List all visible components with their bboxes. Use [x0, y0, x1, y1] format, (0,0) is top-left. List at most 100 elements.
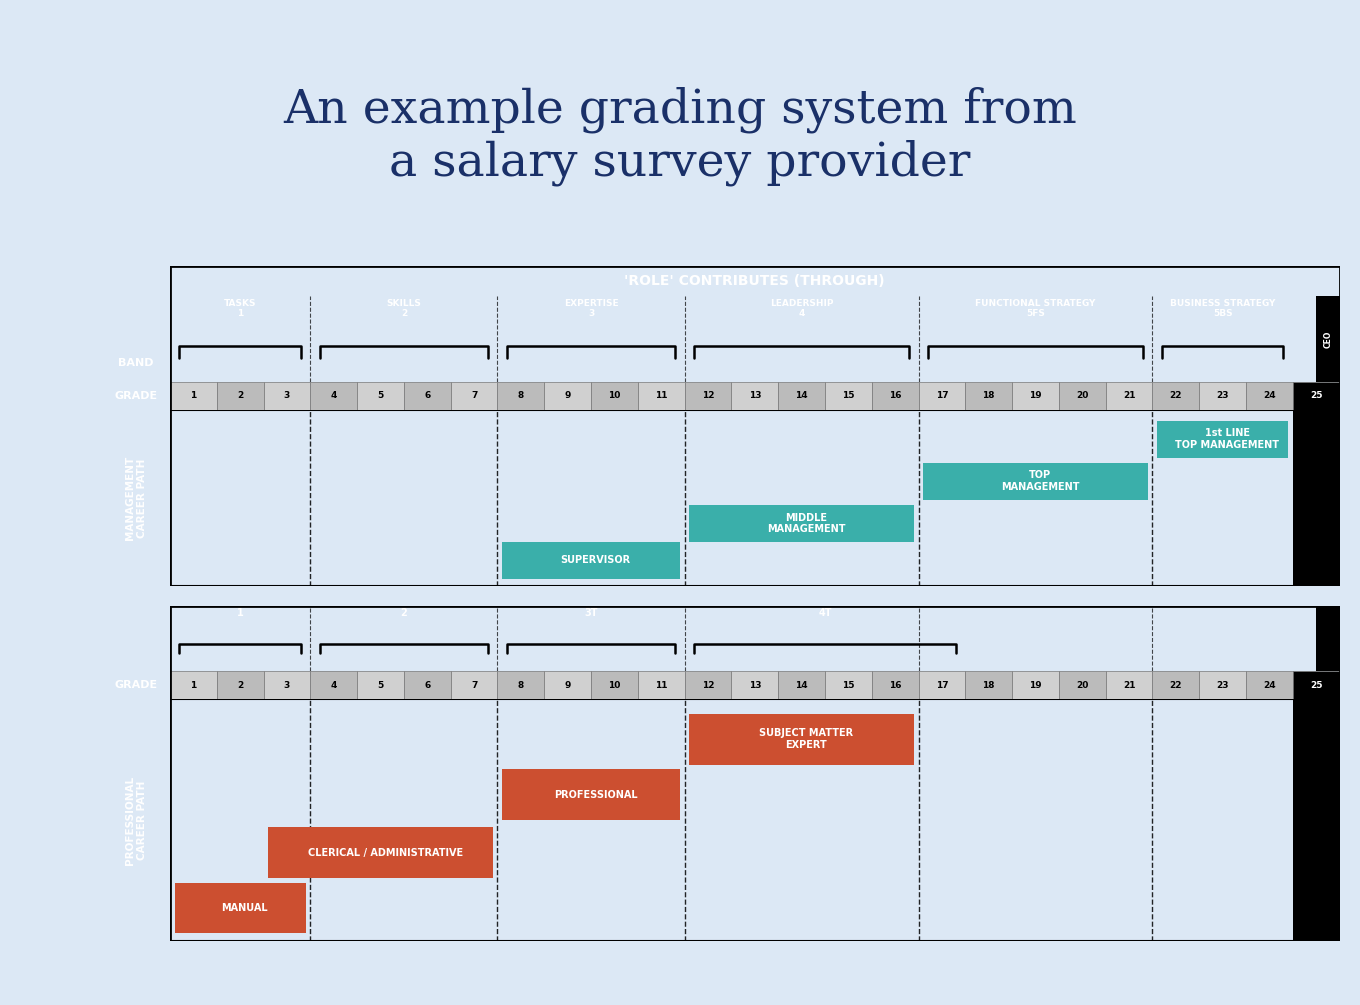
Bar — [404, 671, 450, 699]
Bar — [1246, 671, 1293, 699]
Bar — [923, 462, 1148, 499]
Text: SUBJECT MATTER
EXPERT: SUBJECT MATTER EXPERT — [759, 729, 853, 750]
Text: 16: 16 — [889, 681, 902, 689]
Text: 21: 21 — [1123, 681, 1136, 689]
Text: 11: 11 — [656, 392, 668, 400]
Text: 20: 20 — [1076, 392, 1088, 400]
Bar — [170, 671, 216, 699]
Bar — [638, 671, 684, 699]
Bar — [592, 671, 638, 699]
Text: SUPERVISOR: SUPERVISOR — [560, 556, 631, 566]
Bar — [358, 671, 404, 699]
Text: 15: 15 — [842, 681, 854, 689]
Text: 4: 4 — [330, 681, 337, 689]
Text: 23: 23 — [1216, 681, 1229, 689]
Bar — [1152, 671, 1200, 699]
Bar — [310, 382, 358, 410]
Text: LEADERSHIP
4: LEADERSHIP 4 — [770, 299, 834, 319]
Text: 22: 22 — [1170, 681, 1182, 689]
Text: 10: 10 — [608, 392, 620, 400]
Text: GRADE: GRADE — [114, 391, 158, 401]
Bar — [826, 671, 872, 699]
Bar — [1059, 382, 1106, 410]
Bar — [1106, 382, 1152, 410]
Bar — [918, 382, 966, 410]
Bar — [638, 382, 684, 410]
Bar — [690, 505, 914, 542]
Text: 14: 14 — [796, 392, 808, 400]
Bar — [544, 671, 592, 699]
Bar — [1152, 382, 1200, 410]
Text: CLERICAL / ADMINISTRATIVE: CLERICAL / ADMINISTRATIVE — [307, 847, 462, 857]
Bar — [170, 382, 216, 410]
Bar — [732, 671, 778, 699]
Text: 1: 1 — [190, 681, 196, 689]
Text: An example grading system from
a salary survey provider: An example grading system from a salary … — [283, 86, 1077, 186]
Text: 24: 24 — [1263, 681, 1276, 689]
Bar — [544, 382, 592, 410]
Text: 15: 15 — [842, 392, 854, 400]
Text: 'ROLE' CONTRIBUTES (THROUGH): 'ROLE' CONTRIBUTES (THROUGH) — [624, 274, 885, 288]
Bar — [826, 382, 872, 410]
Bar — [1293, 671, 1340, 699]
Text: 5: 5 — [378, 681, 384, 689]
Text: SKILLS
2: SKILLS 2 — [386, 299, 422, 319]
Bar — [966, 382, 1012, 410]
Bar — [502, 770, 680, 820]
Bar — [872, 382, 918, 410]
Text: 9: 9 — [564, 681, 571, 689]
Text: 2: 2 — [401, 608, 407, 618]
Text: GRADE: GRADE — [114, 680, 158, 690]
Text: 17: 17 — [936, 681, 948, 689]
Text: 23: 23 — [1216, 392, 1229, 400]
Text: 18: 18 — [982, 681, 996, 689]
Text: 3: 3 — [284, 681, 290, 689]
Text: 21: 21 — [1123, 392, 1136, 400]
Bar — [310, 671, 358, 699]
Bar — [502, 542, 680, 579]
Text: 12: 12 — [702, 392, 714, 400]
Bar — [918, 671, 966, 699]
Text: 13: 13 — [748, 681, 762, 689]
Text: 25: 25 — [1310, 681, 1322, 689]
Text: TOP
MANAGEMENT: TOP MANAGEMENT — [1001, 470, 1080, 492]
Text: 2: 2 — [237, 681, 243, 689]
Bar — [872, 671, 918, 699]
Bar — [690, 714, 914, 765]
Bar — [358, 382, 404, 410]
Text: 18: 18 — [982, 392, 996, 400]
Text: 14: 14 — [796, 681, 808, 689]
Bar — [1293, 699, 1340, 941]
Bar — [1200, 671, 1246, 699]
Bar — [268, 827, 492, 878]
Text: 1: 1 — [190, 392, 196, 400]
Bar — [264, 382, 310, 410]
Text: 3T: 3T — [585, 608, 598, 618]
Bar — [966, 671, 1012, 699]
Text: 12: 12 — [702, 681, 714, 689]
Text: TASKS
1: TASKS 1 — [224, 299, 257, 319]
Bar — [592, 382, 638, 410]
Bar — [450, 671, 498, 699]
Bar — [1293, 410, 1340, 586]
Text: 20: 20 — [1076, 681, 1088, 689]
Bar — [174, 882, 306, 934]
Text: 8: 8 — [518, 392, 524, 400]
Text: 8: 8 — [518, 681, 524, 689]
Text: MANAGEMENT
CAREER PATH: MANAGEMENT CAREER PATH — [125, 456, 147, 540]
Text: 13: 13 — [748, 392, 762, 400]
Text: BAND: BAND — [118, 358, 154, 368]
Bar — [498, 671, 544, 699]
Bar — [1157, 420, 1288, 457]
Bar — [1059, 671, 1106, 699]
Text: 19: 19 — [1030, 681, 1042, 689]
Text: 17: 17 — [936, 392, 948, 400]
Text: 6: 6 — [424, 392, 430, 400]
Text: 7: 7 — [471, 681, 477, 689]
Text: 24: 24 — [1263, 392, 1276, 400]
Text: 7: 7 — [471, 392, 477, 400]
Text: PROFESSIONAL: PROFESSIONAL — [554, 790, 638, 800]
Text: MANUAL: MANUAL — [222, 903, 268, 914]
Bar — [1200, 382, 1246, 410]
Text: BUSINESS STRATEGY
5BS: BUSINESS STRATEGY 5BS — [1170, 299, 1276, 319]
